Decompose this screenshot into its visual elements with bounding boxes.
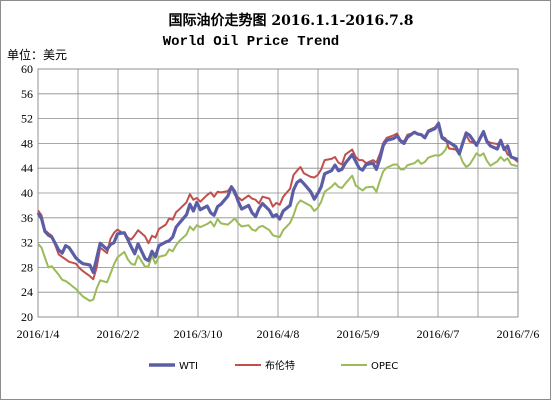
series-lines <box>36 121 519 302</box>
y-tick-label: 24 <box>21 285 33 299</box>
y-tick-label: 52 <box>21 112 33 126</box>
y-tick-label: 40 <box>21 186 33 200</box>
legend-label: OPEC <box>371 361 398 372</box>
x-tick-label: 2016/4/8 <box>257 327 300 341</box>
x-tick-label: 2016/7/6 <box>497 327 540 341</box>
series-line-wti <box>36 121 519 274</box>
y-tick-label: 28 <box>21 260 33 274</box>
y-tick-label: 20 <box>21 310 33 324</box>
y-tick-label: 48 <box>21 136 33 150</box>
x-tick-label: 2016/5/9 <box>337 327 380 341</box>
legend-label: 布伦特 <box>265 359 295 372</box>
y-axis-unit-label: 单位：美元 <box>7 47 67 62</box>
y-tick-label: 56 <box>21 87 33 101</box>
x-tick-label: 2016/1/4 <box>17 327 60 341</box>
chart-subtitle: World Oil Price Trend <box>163 34 339 50</box>
plot-area-border <box>37 68 519 318</box>
legend: WTI 布伦特 OPEC <box>149 359 398 372</box>
y-tick-label: 32 <box>21 236 33 250</box>
legend-label: WTI <box>179 361 198 372</box>
y-tick-label: 60 <box>21 62 33 76</box>
axes: 20 24 28 32 36 40 44 48 52 56 60 2016/1/4 2016/2/2 20… <box>17 62 540 341</box>
x-tick-label: 2016/6/7 <box>417 327 460 341</box>
y-tick-label: 36 <box>21 211 33 225</box>
chart-title: 国际油价走势图 2016.1.1-2016.7.8 <box>168 12 413 29</box>
series-line-opec <box>37 140 519 302</box>
gridlines <box>37 68 519 318</box>
x-tick-label: 2016/2/2 <box>97 327 140 341</box>
x-tick-label: 2016/3/10 <box>174 327 223 341</box>
y-tick-label: 44 <box>21 161 33 175</box>
